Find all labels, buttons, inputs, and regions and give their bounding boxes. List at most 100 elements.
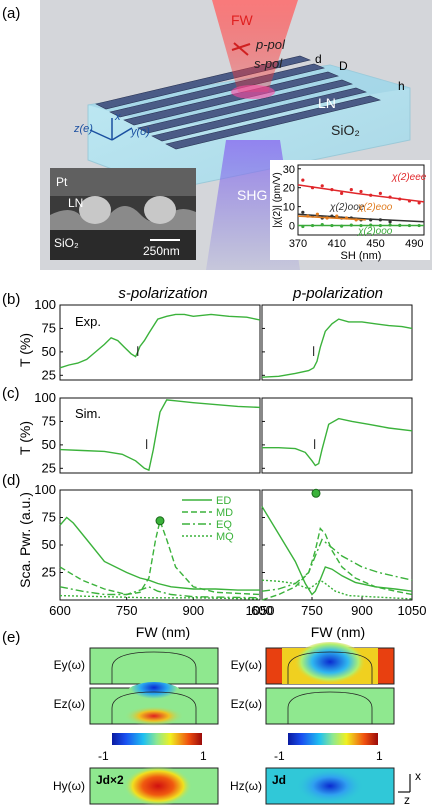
shg-label: SHG bbox=[237, 187, 267, 203]
polarization-arrow-icon bbox=[231, 43, 251, 51]
axis-x-label: x bbox=[114, 111, 121, 123]
y-tick-label: 100 bbox=[34, 390, 56, 405]
cb-right-max: 1 bbox=[376, 749, 383, 763]
ey-right-label: Ey(ω) bbox=[231, 658, 262, 672]
series-line-eq bbox=[59, 586, 261, 599]
d-ylabel: Sca. Pwr. (a.u.) bbox=[17, 492, 33, 588]
c-ylabel: T (%) bbox=[17, 421, 33, 455]
data-point bbox=[335, 214, 339, 218]
y-tick-label: 50 bbox=[42, 344, 56, 359]
x-tick-label: 900 bbox=[182, 603, 204, 618]
x-tick-label: 370 bbox=[289, 238, 307, 250]
series-line-mq bbox=[59, 594, 261, 600]
x-tick-label: 750 bbox=[301, 603, 323, 618]
ez-right-label: Ez(ω) bbox=[231, 697, 262, 711]
jd-x2-label: Jd×2 bbox=[96, 773, 124, 787]
data-point bbox=[320, 184, 324, 188]
jd-label: Jd bbox=[272, 773, 286, 787]
d-right-xlabel: FW (nm) bbox=[311, 624, 365, 640]
data-point bbox=[301, 210, 305, 214]
colorbar-left bbox=[112, 733, 202, 745]
period-D-label: D bbox=[339, 59, 348, 73]
chi2-inset-chart: 0 10 20 30 370 410 450 490 SH (nm) |χ(2)| (pm/V) χ… bbox=[272, 164, 427, 262]
x-tick-label: 490 bbox=[405, 238, 423, 250]
inset-xlabel: SH (nm) bbox=[341, 250, 382, 262]
plot-frame bbox=[261, 489, 413, 601]
chart-c_left: 25 50 75 100 bbox=[34, 390, 261, 475]
sio2-label: SiO₂ bbox=[331, 122, 360, 138]
y-tick-label: 25 bbox=[42, 460, 56, 475]
fit-line bbox=[297, 215, 366, 221]
y-tick-label: 50 bbox=[42, 537, 56, 552]
x-tick-label: 450 bbox=[366, 238, 384, 250]
legend-label: ED bbox=[216, 495, 231, 507]
series-label: χ(2)eee bbox=[391, 172, 427, 183]
schematic-panel: FW p-pol s-pol d D h LN SiO₂ SHG x y(o) … bbox=[40, 0, 432, 270]
x-tick-label: 900 bbox=[351, 603, 373, 618]
panel-label-b: (b) bbox=[2, 291, 20, 308]
y-tick-label: 30 bbox=[283, 164, 295, 176]
sem-ln-label: LN bbox=[68, 196, 83, 210]
ey-left-label: Ey(ω) bbox=[54, 658, 85, 672]
axes-x-label: x bbox=[415, 769, 421, 783]
fw-label: FW bbox=[231, 12, 254, 28]
data-point bbox=[378, 191, 382, 195]
fit-line bbox=[297, 213, 425, 223]
y-tick-label: 25 bbox=[42, 367, 56, 382]
y-tick-label: 75 bbox=[42, 320, 56, 335]
x-tick-label: 750 bbox=[116, 603, 138, 618]
s-polarization-title: s-polarization bbox=[118, 285, 207, 302]
chart-b_right bbox=[261, 304, 413, 381]
sem-sio2-label: SiO₂ bbox=[54, 236, 79, 250]
ez-left-label: Ez(ω) bbox=[54, 697, 85, 711]
legend-label: MQ bbox=[216, 531, 234, 543]
y-tick-label: 20 bbox=[283, 183, 295, 195]
chart-b_left: 25 50 75 100 bbox=[34, 297, 261, 382]
fit-line bbox=[297, 184, 425, 203]
series-line-eq bbox=[261, 538, 413, 592]
series-line-ed bbox=[59, 516, 260, 591]
data-point bbox=[349, 187, 353, 192]
y-tick-label: 75 bbox=[42, 413, 56, 428]
ln-label: LN bbox=[318, 95, 336, 111]
y-tick-label: 75 bbox=[42, 510, 56, 525]
panel-label-c: (c) bbox=[2, 385, 20, 402]
series-line bbox=[262, 417, 413, 467]
resonance-dot bbox=[311, 488, 321, 498]
legend-label: MD bbox=[216, 507, 233, 519]
crystal-axes-icon bbox=[89, 118, 133, 141]
ey-left-map bbox=[89, 647, 219, 685]
plot-frame bbox=[261, 304, 413, 381]
series-label: χ(2)ooe bbox=[329, 202, 365, 213]
b-ylabel: T (%) bbox=[17, 333, 33, 367]
hz-right-label: Hz(ω) bbox=[230, 779, 262, 793]
data-point bbox=[315, 212, 319, 216]
series-line bbox=[59, 313, 261, 369]
field-maps: Ey(ω) Ez(ω) -1 1 Hy(ω) Jd×2 Ey(ω) Ez(ω) … bbox=[53, 642, 421, 807]
xz-axes-icon bbox=[398, 774, 411, 793]
fw-beam bbox=[212, 0, 298, 92]
plot-frame bbox=[261, 397, 413, 474]
axis-z-label: z(e) bbox=[73, 123, 93, 135]
x-tick-label: 600 bbox=[251, 603, 273, 618]
cb-right-min: -1 bbox=[274, 749, 285, 763]
p-polarization-title: p-polarization bbox=[292, 285, 383, 302]
series-line bbox=[261, 318, 413, 378]
series-line-mq bbox=[261, 579, 413, 600]
cb-left-max: 1 bbox=[200, 749, 207, 763]
d-left-xlabel: FW (nm) bbox=[136, 624, 190, 640]
resonance-dot bbox=[155, 516, 165, 526]
panel-label-a: (a) bbox=[2, 5, 20, 22]
chart-d_right: 600 750 900 1050 bbox=[251, 488, 426, 618]
series-label: χ(2)ooo bbox=[357, 226, 393, 237]
sem-pt-label: Pt bbox=[56, 175, 68, 189]
sim-label: Sim. bbox=[75, 406, 101, 421]
ez-right-map bbox=[265, 687, 395, 725]
sem-scale-label: 250nm bbox=[143, 244, 180, 258]
data-point bbox=[359, 189, 363, 194]
data-point bbox=[388, 220, 392, 224]
sem-inset: Pt LN SiO₂ 250nm bbox=[50, 168, 196, 260]
cb-left-min: -1 bbox=[98, 749, 109, 763]
exp-label: Exp. bbox=[75, 314, 101, 329]
